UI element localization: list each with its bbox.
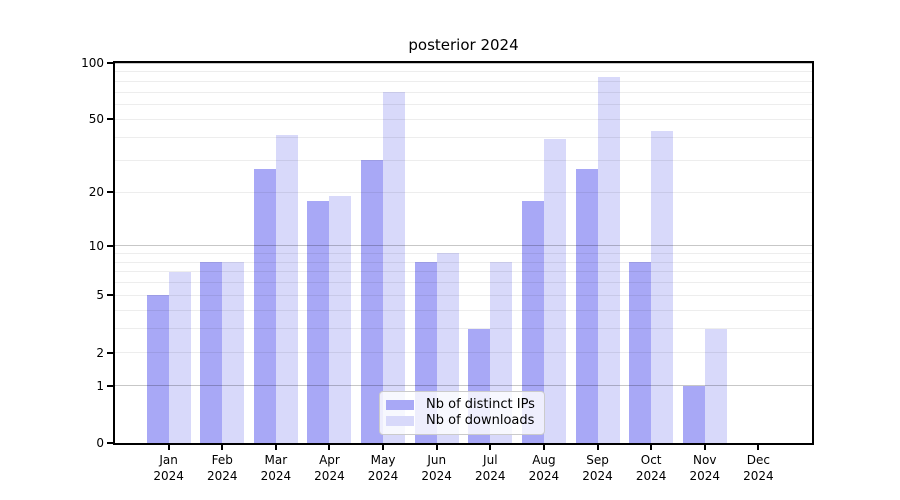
x-tick-mark-may bbox=[382, 445, 385, 450]
bar-downloads-nov bbox=[704, 328, 727, 443]
x-tick-mark-jan bbox=[167, 445, 170, 450]
x-tick-mark-nov bbox=[703, 445, 706, 450]
bar-distinct-ips-may bbox=[361, 160, 384, 443]
x-tick-label-mar: Mar 2024 bbox=[260, 453, 292, 483]
y-tick-label-100: 100 bbox=[81, 56, 104, 70]
bar-distinct-ips-oct bbox=[629, 262, 652, 443]
x-tick-mark-sep bbox=[596, 445, 599, 450]
x-tick-mark-jul bbox=[489, 445, 492, 450]
bar-distinct-ips-aug bbox=[521, 200, 544, 443]
x-tick-mark-dec bbox=[757, 445, 760, 450]
x-tick-label-feb: Feb 2024 bbox=[206, 453, 238, 483]
legend: Nb of distinct IPs Nb of downloads bbox=[379, 391, 545, 435]
y-tick-label-10: 10 bbox=[88, 238, 104, 253]
y-tick-label-50: 50 bbox=[88, 112, 104, 127]
y-tick-mark-2 bbox=[107, 351, 113, 354]
y-tick-label-2: 2 bbox=[96, 345, 104, 360]
y-tick-mark-5 bbox=[107, 294, 113, 297]
y-tick-mark-100 bbox=[107, 62, 113, 64]
x-tick-label-dec: Dec 2024 bbox=[743, 453, 774, 483]
bar-distinct-ips-sep bbox=[575, 168, 598, 443]
x-tick-label-apr: Apr 2024 bbox=[314, 453, 345, 483]
bar-distinct-ips-feb bbox=[200, 262, 223, 443]
bar-downloads-sep bbox=[597, 77, 620, 443]
y-tick-mark-1 bbox=[107, 384, 113, 387]
x-tick-label-jun: Jun 2024 bbox=[421, 453, 452, 483]
y-tick-mark-20 bbox=[107, 191, 113, 194]
bar-downloads-aug bbox=[543, 139, 566, 443]
legend-swatch-downloads bbox=[386, 416, 414, 426]
x-tick-mark-aug bbox=[542, 445, 545, 450]
bars-layer bbox=[115, 63, 812, 443]
bar-downloads-feb bbox=[222, 262, 245, 443]
x-tick-mark-oct bbox=[650, 445, 653, 450]
plot-area bbox=[113, 61, 814, 445]
x-tick-mark-mar bbox=[274, 445, 277, 450]
x-tick-label-sep: Sep 2024 bbox=[582, 453, 613, 483]
x-tick-mark-apr bbox=[328, 445, 331, 450]
bar-downloads-apr bbox=[329, 196, 352, 443]
y-tick-label-5: 5 bbox=[96, 288, 104, 303]
x-tick-label-oct: Oct 2024 bbox=[635, 453, 667, 483]
x-tick-label-jul: Jul 2024 bbox=[475, 453, 506, 483]
legend-label-distinct-ips: Nb of distinct IPs bbox=[426, 397, 535, 412]
bar-distinct-ips-mar bbox=[253, 168, 276, 443]
bar-distinct-ips-apr bbox=[307, 200, 330, 443]
y-tick-label-0: 0 bbox=[96, 436, 104, 450]
x-tick-mark-jun bbox=[435, 445, 438, 450]
x-tick-label-nov: Nov 2024 bbox=[689, 453, 721, 483]
chart-title: posterior 2024 bbox=[408, 36, 519, 54]
x-tick-label-jan: Jan 2024 bbox=[153, 453, 184, 483]
y-tick-label-20: 20 bbox=[88, 185, 104, 200]
x-tick-mark-feb bbox=[221, 445, 224, 450]
x-tick-label-may: May 2024 bbox=[367, 453, 399, 483]
legend-entry-distinct-ips: Nb of distinct IPs bbox=[386, 398, 536, 412]
y-tick-mark-0 bbox=[107, 442, 113, 444]
bar-downloads-mar bbox=[275, 135, 298, 443]
bar-downloads-oct bbox=[651, 131, 674, 443]
legend-entry-downloads: Nb of downloads bbox=[386, 414, 536, 428]
legend-swatch-distinct-ips bbox=[386, 400, 414, 410]
x-tick-label-aug: Aug 2024 bbox=[528, 453, 560, 483]
y-tick-mark-10 bbox=[107, 244, 113, 247]
y-tick-mark-50 bbox=[107, 118, 113, 121]
y-tick-label-1: 1 bbox=[96, 378, 104, 393]
bar-distinct-ips-nov bbox=[682, 385, 705, 443]
legend-label-downloads: Nb of downloads bbox=[426, 413, 535, 428]
bar-downloads-may bbox=[383, 92, 406, 443]
bar-distinct-ips-jan bbox=[146, 295, 169, 443]
bar-downloads-jan bbox=[168, 271, 191, 443]
